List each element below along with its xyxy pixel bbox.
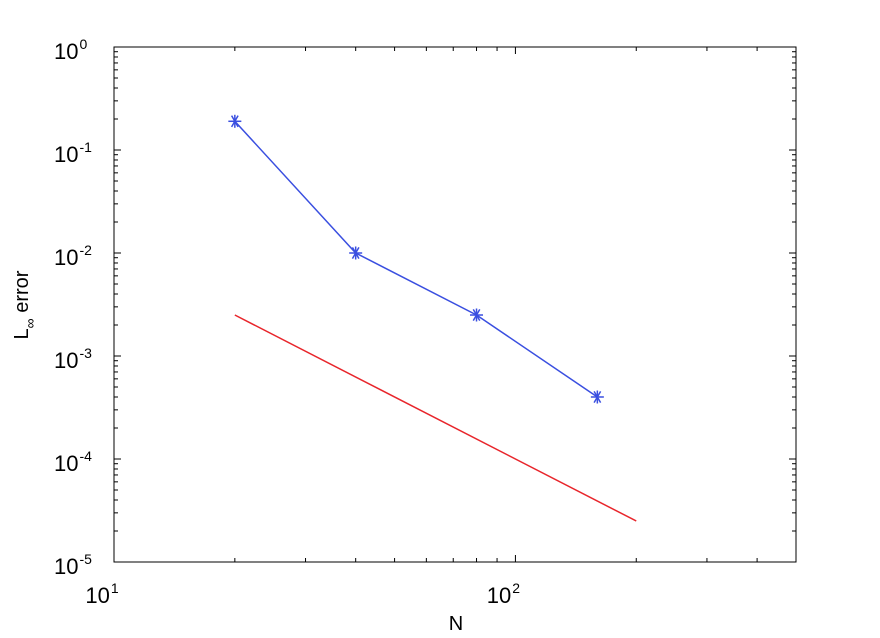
y-tick-label: 10-5	[54, 551, 92, 579]
y-axis-label: L∞ error	[11, 270, 38, 339]
data-point-1-1	[228, 114, 242, 128]
x-tick-label: 101	[85, 580, 118, 608]
data-point-1-3	[470, 308, 484, 322]
data-point-1-4	[590, 390, 604, 404]
y-tick-label: 10-4	[54, 448, 92, 476]
y-tick-label: 10-1	[54, 139, 92, 167]
y-tick-label: 100	[54, 36, 87, 64]
tick-labels: 101 102 100 10-1 10-2 10-3 10-4 10-5	[54, 36, 520, 608]
x-axis-label: N	[449, 613, 463, 635]
tick-marks	[113, 46, 797, 563]
y-tick-label: 10-2	[54, 242, 92, 270]
data-point-1-2	[349, 246, 363, 260]
series-line-2	[234, 314, 637, 522]
series-layer	[228, 114, 637, 522]
x-tick-label: 102	[487, 580, 520, 608]
y-tick-label: 10-3	[54, 345, 92, 373]
series-line-1	[234, 120, 598, 398]
